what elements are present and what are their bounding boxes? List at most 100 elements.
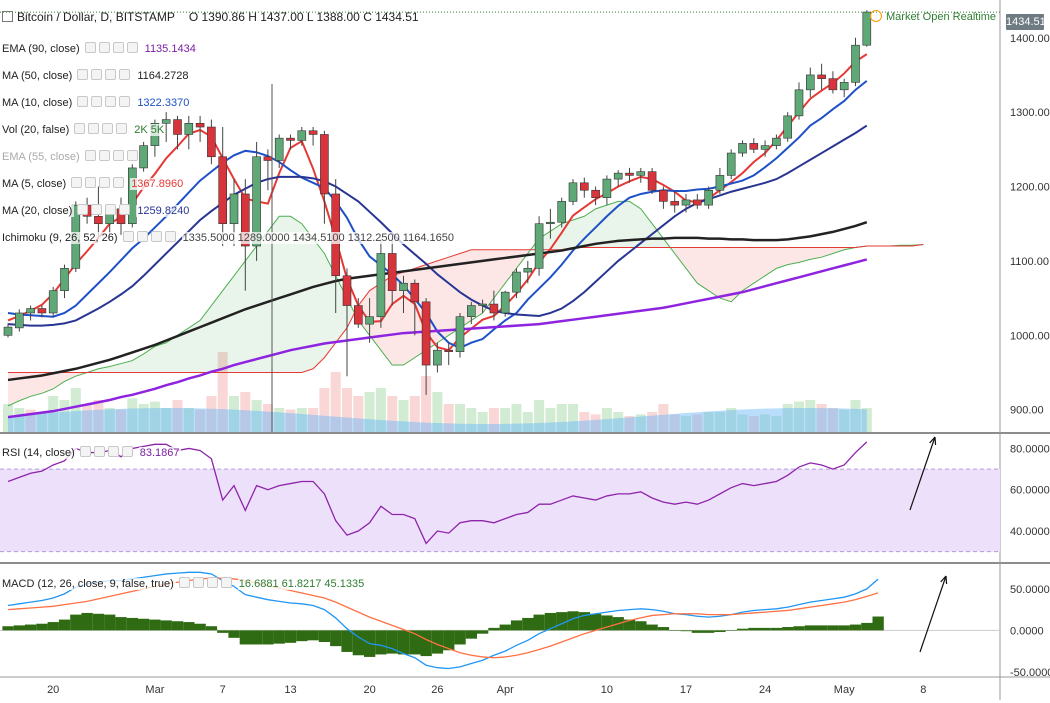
add-icon[interactable] [105, 96, 117, 107]
ichimoku-cloud-segment [776, 247, 788, 269]
visibility-icon[interactable] [91, 96, 103, 107]
volume-bar [240, 392, 251, 432]
visibility-icon[interactable] [91, 69, 103, 80]
settings-icon[interactable] [79, 446, 91, 457]
remove-icon[interactable] [126, 42, 138, 53]
visibility-icon[interactable] [85, 177, 97, 188]
settings-icon[interactable] [77, 96, 89, 107]
settings-icon[interactable] [84, 150, 96, 161]
macd-histogram-bar [70, 614, 82, 631]
volume-bar [127, 398, 138, 432]
ichimoku-cloud-segment [799, 247, 811, 263]
macd-histogram-bar [217, 630, 229, 633]
add-icon[interactable] [206, 577, 218, 588]
settings-icon[interactable] [71, 177, 83, 188]
indicator-legend-0[interactable]: EMA (90, close) 1135.1434 [0, 42, 197, 56]
add-icon[interactable] [112, 42, 124, 53]
ma-line [7, 124, 868, 327]
visibility-icon[interactable] [98, 150, 110, 161]
volume-bar [14, 408, 25, 432]
add-icon[interactable] [105, 204, 117, 215]
indicator-legend-6[interactable]: MA (20, close) 1259.8240 [0, 204, 191, 218]
volume-bar [692, 414, 703, 432]
volume-bar [172, 400, 183, 432]
settings-icon[interactable] [84, 42, 96, 53]
candle-body [715, 175, 725, 191]
settings-icon[interactable] [178, 577, 190, 588]
candle-body [387, 253, 397, 291]
candle-body [568, 182, 578, 202]
ichimoku-cloud-segment [618, 201, 630, 248]
macd-histogram-bar [590, 613, 602, 631]
volume-bar [771, 416, 782, 432]
ichimoku-cloud-segment [290, 216, 302, 373]
indicator-legend-7-value: 1335.5000 1289.0000 1434.5100 1312.2500 … [181, 232, 455, 244]
settings-icon[interactable] [122, 231, 134, 242]
volume-bar [421, 376, 432, 432]
add-icon[interactable] [112, 150, 124, 161]
candle-body [817, 74, 826, 79]
settings-icon[interactable] [74, 123, 86, 134]
add-icon[interactable] [105, 69, 117, 80]
remove-icon[interactable] [116, 123, 128, 134]
remove-icon[interactable] [113, 177, 125, 188]
add-icon[interactable] [150, 231, 162, 242]
remove-icon[interactable] [164, 231, 176, 242]
candle-body [783, 115, 793, 139]
candle-body [659, 189, 668, 202]
remove-icon[interactable] [126, 150, 138, 161]
ichimoku-cloud-segment [188, 320, 201, 373]
indicator-legend-2[interactable]: MA (10, close) 1322.3370 [0, 96, 191, 110]
add-icon[interactable] [102, 123, 114, 134]
market-status-text: Market Open Realtime [886, 11, 997, 23]
visibility-icon[interactable] [192, 577, 204, 588]
visibility-icon[interactable] [98, 42, 110, 53]
ichimoku-cloud-segment [437, 257, 449, 343]
settings-icon[interactable] [77, 204, 89, 215]
volume-bar [183, 408, 194, 432]
remove-icon[interactable] [121, 446, 133, 457]
indicator-legend-5[interactable]: MA (5, close) 1367.8960 [0, 177, 185, 191]
visibility-icon[interactable] [88, 123, 100, 134]
visibility-icon[interactable] [91, 204, 103, 215]
macd-histogram-bar [567, 611, 579, 631]
volume-bar [262, 404, 273, 432]
ichimoku-cloud-segment [652, 223, 664, 248]
price-tick-label: 1100.00 [1010, 256, 1049, 268]
indicator-legend-3[interactable]: Vol (20, false) 2K 5K [0, 123, 166, 137]
candle-body [625, 172, 634, 176]
volume-bar [149, 401, 160, 432]
remove-icon[interactable] [119, 204, 131, 215]
remove-icon[interactable] [119, 69, 131, 80]
candle-body [794, 89, 804, 117]
volume-bar [398, 400, 409, 432]
ichimoku-cloud-segment [222, 275, 234, 373]
macd-legend[interactable]: MACD (12, 26, close, 9, false, true) 16.6… [0, 577, 366, 591]
rsi-legend[interactable]: RSI (14, close) 83.1867 [0, 446, 181, 460]
remove-icon[interactable] [119, 96, 131, 107]
visibility-icon[interactable] [93, 446, 105, 457]
indicator-legend-4[interactable]: EMA (55, close) [0, 150, 138, 164]
add-icon[interactable] [107, 446, 119, 457]
macd-histogram-bar [205, 626, 218, 631]
indicator-legend-7[interactable]: Ichimoku (9, 26, 52, 26) 1335.5000 1289.0… [0, 231, 455, 245]
ichimoku-cloud-segment [731, 247, 743, 302]
macd-tick-label: 0.0000 [1010, 625, 1044, 637]
volume-bar [25, 409, 36, 432]
indicator-legend-5-value: 1367.8960 [130, 178, 185, 190]
ichimoku-cloud-segment [200, 305, 212, 373]
add-icon[interactable] [99, 177, 111, 188]
candle-body [523, 268, 533, 273]
volume-bar [364, 392, 375, 432]
symbol-checkbox-icon[interactable] [2, 11, 13, 22]
volume-bar [217, 352, 228, 432]
indicator-legend-1[interactable]: MA (50, close) 1164.2728 [0, 69, 190, 83]
settings-icon[interactable] [77, 69, 89, 80]
ichimoku-cloud-segment [143, 346, 155, 373]
visibility-icon[interactable] [136, 231, 148, 242]
volume-bar [455, 404, 465, 432]
remove-icon[interactable] [220, 577, 232, 588]
macd-histogram-bar [725, 630, 737, 631]
volume-bar [861, 408, 872, 432]
